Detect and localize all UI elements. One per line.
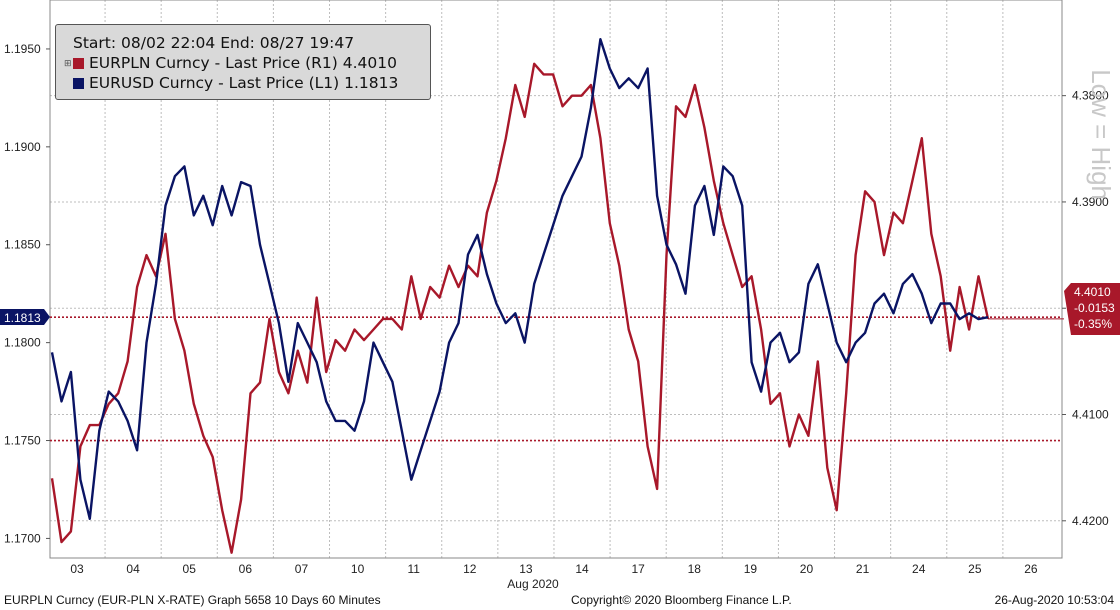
x-tick-label: 21 <box>856 562 870 576</box>
legend-item-eurusd-label: EURUSD Curncy - Last Price (L1) 1.1813 <box>89 74 399 92</box>
right-change-label: -0.0153 <box>1074 301 1115 315</box>
legend-item-eurusd[interactable]: EURUSD Curncy - Last Price (L1) 1.1813 <box>73 73 430 93</box>
x-axis-label: Aug 2020 <box>507 577 559 591</box>
right-tick-label: 4.3800 <box>1072 89 1109 103</box>
right-tick-label: 4.4100 <box>1072 408 1109 422</box>
x-tick-label: 13 <box>519 562 533 576</box>
x-tick-label: 14 <box>575 562 589 576</box>
plot-frame <box>49 0 1063 559</box>
x-axis-ticks: 03 04 05 06 07 10 11 12 13 14 17 18 19 20 21 24 25 26 <box>70 562 1038 576</box>
left-tick-label: 1.1750 <box>4 434 41 448</box>
x-tick-label: 10 <box>351 562 365 576</box>
x-tick-label: 17 <box>631 562 645 576</box>
eurpln-series-line <box>50 62 990 554</box>
footer-left: EURPLN Curncy (EUR-PLN X-RATE) Graph 565… <box>4 593 381 607</box>
left-tick-label: 1.1800 <box>4 336 41 350</box>
x-tick-label: 25 <box>968 562 982 576</box>
footer-copyright: Copyright© 2020 Bloomberg Finance L.P. <box>571 593 792 607</box>
x-tick-label: 26 <box>1024 562 1038 576</box>
legend-item-eurpln[interactable]: EURPLN Curncy - Last Price (R1) 4.4010 <box>73 53 430 73</box>
right-tick-label: 4.3900 <box>1072 195 1109 209</box>
eurpln-swatch-icon <box>73 57 84 69</box>
expand-icon[interactable]: ⊞ <box>64 59 72 69</box>
reference-lines <box>50 316 1064 442</box>
footer-timestamp: 26-Aug-2020 10:53:04 <box>994 593 1114 607</box>
legend-date-range-text: Start: 08/02 22:04 End: 08/27 19:47 <box>73 34 355 52</box>
legend[interactable]: ⊞ Start: 08/02 22:04 End: 08/27 19:47 EU… <box>55 24 431 100</box>
left-last-price-marker: 1.1813 <box>0 309 50 325</box>
x-tick-label: 19 <box>744 562 758 576</box>
left-tick-label: 1.1900 <box>4 140 41 154</box>
eurusd-series-line <box>50 38 989 520</box>
left-tick-label: 1.1700 <box>4 531 41 545</box>
x-tick-label: 03 <box>70 562 84 576</box>
x-tick-label: 06 <box>239 562 253 576</box>
x-tick-label: 11 <box>407 562 420 576</box>
left-tick-label: 1.1950 <box>4 42 41 56</box>
right-pct-label: -0.35% <box>1074 317 1112 331</box>
x-tick-label: 04 <box>126 562 140 576</box>
series-layer <box>50 38 990 554</box>
right-last-price-marker: 4.4010 -0.0153 -0.35% <box>1064 283 1120 335</box>
x-tick-label: 24 <box>912 562 926 576</box>
plot-area <box>49 0 1063 559</box>
left-tick-label: 1.1850 <box>4 238 41 252</box>
side-ticker-label: Low = High <box>1086 69 1116 200</box>
eurusd-swatch-icon <box>73 77 84 89</box>
legend-date-range: Start: 08/02 22:04 End: 08/27 19:47 <box>73 33 430 53</box>
x-tick-label: 07 <box>295 562 309 576</box>
x-tick-label: 18 <box>688 562 702 576</box>
x-tick-label: 20 <box>800 562 814 576</box>
legend-item-eurpln-label: EURPLN Curncy - Last Price (R1) 4.4010 <box>89 54 397 72</box>
left-last-price-label: 1.1813 <box>4 311 41 325</box>
right-tick-label: 4.4200 <box>1072 514 1109 528</box>
right-last-price-label: 4.4010 <box>1074 285 1111 299</box>
x-tick-label: 12 <box>463 562 477 576</box>
x-tick-label: 05 <box>183 562 197 576</box>
left-axis-ticks: 1.1700 1.1750 1.1800 1.1850 1.1900 1.1950 <box>4 42 50 545</box>
